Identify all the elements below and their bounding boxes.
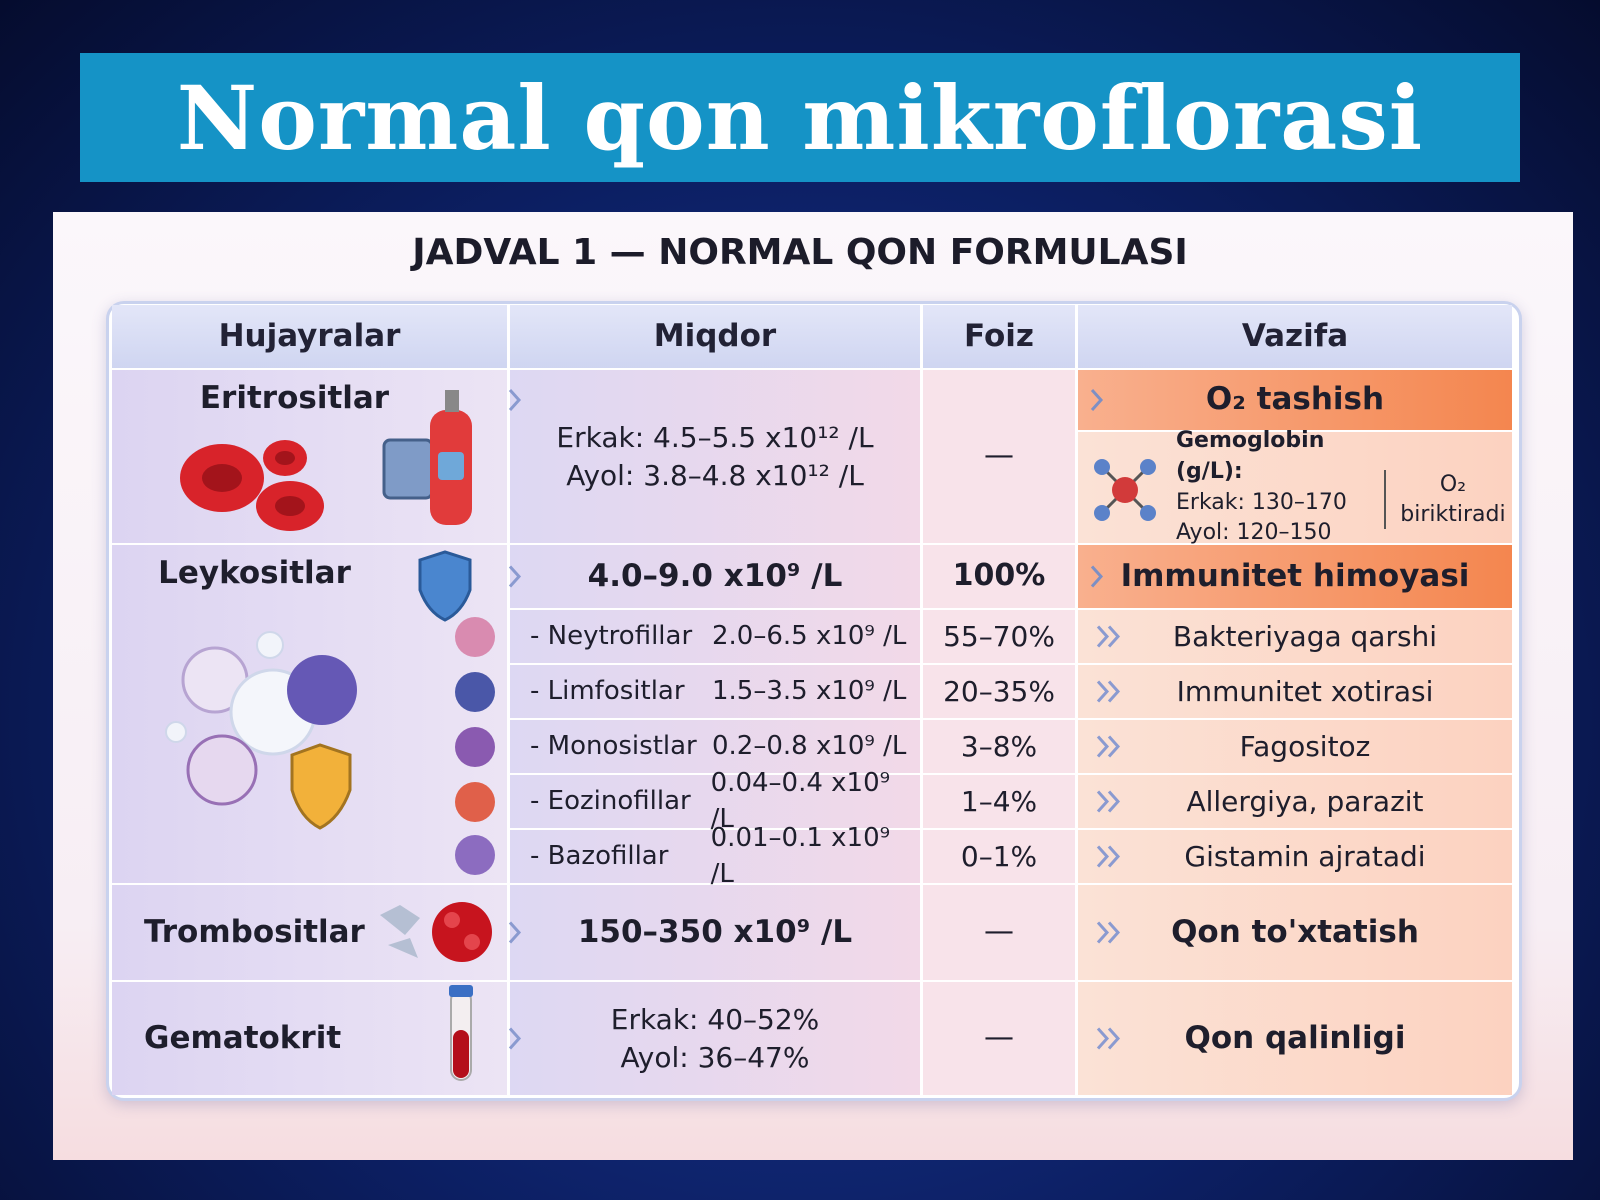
subrow-function-text: Bakteriyaga qarshi [1172, 619, 1438, 653]
percent: 100% [923, 545, 1075, 608]
function-text: Qon qalinligi [1184, 1019, 1406, 1056]
subrow-name: - Neytrofillar [530, 620, 693, 651]
row-name: Leykositlar [112, 545, 507, 883]
row-name: Gematokrit [112, 982, 507, 1095]
subrow-amount: - Monosistlar 0.2–0.8 x10⁹ /L [510, 720, 920, 773]
subrow-amount: - Limfositlar 1.5–3.5 x10⁹ /L [510, 665, 920, 718]
subrow-name: - Monosistlar [530, 730, 697, 761]
amount: Erkak: 4.5–5.5 x10¹² /L Ayol: 3.8–4.8 x10… [510, 370, 920, 543]
subrow-percent-text: 1–4% [960, 784, 1038, 818]
hemoglobin-label: Gemoglobin (g/L): [1176, 427, 1325, 484]
percent: — [923, 370, 1075, 543]
amount-line: 4.0–9.0 x10⁹ /L [587, 557, 843, 594]
function-text: Qon to'xtatish [1171, 913, 1419, 950]
amount-line: Erkak: 40–52% [610, 1002, 820, 1036]
subrow-percent-text: 0–1% [960, 839, 1038, 873]
amount: 150–350 x10⁹ /L [510, 885, 920, 980]
column-header-text: Miqdor [653, 317, 777, 354]
subrow-value: 2.0–6.5 x10⁹ /L [712, 620, 907, 651]
subrow-percent-text: 55–70% [943, 619, 1055, 653]
amount: 4.0–9.0 x10⁹ /L [510, 545, 920, 608]
amount-line: 150–350 x10⁹ /L [577, 913, 853, 950]
amount-line: Erkak: 4.5–5.5 x10¹² /L [556, 420, 874, 454]
amount-line: Ayol: 36–47% [620, 1040, 810, 1074]
subrow-percent: 1–4% [923, 775, 1075, 828]
column-header-text: Hujayralar [218, 317, 401, 354]
subrow-value: 0.2–0.8 x10⁹ /L [712, 730, 907, 761]
subrow-function-text: Allergiya, parazit [1186, 784, 1424, 818]
subrow-function: Fagositoz [1078, 720, 1512, 773]
subrow-name: - Eozinofillar [530, 785, 691, 816]
percent: — [923, 982, 1075, 1095]
hemoglobin-line: Ayol: 120–150 [1176, 520, 1332, 546]
subrow-percent-text: 20–35% [943, 674, 1055, 708]
subrow-percent: 0–1% [923, 830, 1075, 883]
subrow-function-text: Fagositoz [1239, 729, 1371, 763]
subrow-name: - Bazofillar [530, 840, 669, 871]
column-header-text: Foiz [964, 317, 1034, 354]
subrow-percent: 55–70% [923, 610, 1075, 663]
table-title: JADVAL 1 — NORMAL QON FORMULASI [412, 232, 1188, 273]
slide-title: Normal qon mikroflorasi [176, 65, 1424, 170]
column-header-text: Vazifa [1241, 317, 1349, 354]
function-text: Immunitet himoyasi [1120, 557, 1470, 594]
subrow-function-text: Gistamin ajratadi [1184, 839, 1426, 873]
percent-text: 100% [952, 558, 1046, 594]
hemoglobin: Gemoglobin (g/L): Erkak: 130–170 Ayol: 120… [1078, 428, 1512, 545]
function: Qon to'xtatish [1078, 885, 1512, 980]
row-name-text: Gematokrit [144, 1019, 342, 1056]
row-name-text: Leykositlar [158, 555, 351, 591]
title-banner: Normal qon mikroflorasi [80, 53, 1520, 182]
column-header: Hujayralar [112, 305, 507, 368]
subrow-amount: - Bazofillar 0.01–0.1 x10⁹ /L [510, 823, 920, 889]
subrow-amount: - Eozinofillar 0.04–0.4 x10⁹ /L [510, 768, 920, 834]
amount-line: Ayol: 3.8–4.8 x10¹² /L [566, 458, 864, 492]
row-name: Eritrositlar [112, 370, 507, 543]
subrow-function: Gistamin ajratadi [1078, 830, 1512, 883]
subrow-function: Bakteriyaga qarshi [1078, 610, 1512, 663]
row-name-text: Eritrositlar [199, 380, 390, 416]
percent-text: — [984, 914, 1014, 950]
percent: — [923, 885, 1075, 980]
function: O₂ tashish [1078, 370, 1512, 430]
subrow-percent-text: 3–8% [960, 729, 1038, 763]
percent-text: — [984, 1020, 1014, 1056]
hemoglobin-values: Gemoglobin (g/L): Erkak: 130–170 Ayol: 120… [1176, 426, 1366, 549]
row-name: Trombositlar [112, 885, 507, 980]
row-name-text: Trombositlar [144, 913, 365, 950]
subrow-value: 0.04–0.4 x10⁹ /L [710, 768, 891, 834]
column-header: Miqdor [510, 305, 920, 368]
column-header: Foiz [923, 305, 1075, 368]
subrow-value: 0.01–0.1 x10⁹ /L [710, 823, 891, 889]
function: Immunitet himoyasi [1078, 545, 1512, 608]
column-header: Vazifa [1078, 305, 1512, 368]
hemoglobin-line: Erkak: 130–170 [1176, 489, 1347, 515]
subrow-function: Immunitet xotirasi [1078, 665, 1512, 718]
subrow-name: - Limfositlar [530, 675, 685, 706]
subrow-percent: 3–8% [923, 720, 1075, 773]
subrow-function: Allergiya, parazit [1078, 775, 1512, 828]
subrow-function-text: Immunitet xotirasi [1176, 674, 1434, 708]
function-text: O₂ tashish [1205, 381, 1385, 418]
subrow-value: 1.5–3.5 x10⁹ /L [712, 675, 907, 706]
function: Qon qalinligi [1078, 982, 1512, 1095]
subrow-amount: - Neytrofillar 2.0–6.5 x10⁹ /L [510, 610, 920, 663]
subrow-percent: 20–35% [923, 665, 1075, 718]
hemoglobin-note: O₂ biriktiradi [1383, 469, 1512, 530]
percent-text: — [984, 438, 1014, 474]
amount: Erkak: 40–52% Ayol: 36–47% [510, 982, 920, 1095]
